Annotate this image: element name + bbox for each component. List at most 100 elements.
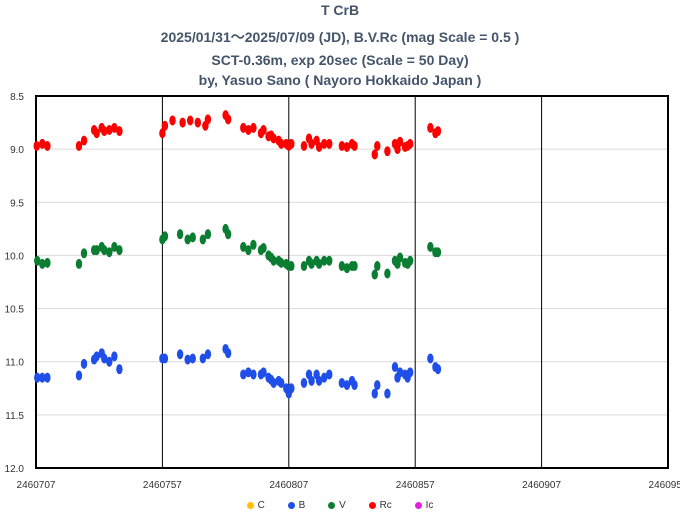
data-point-v	[320, 255, 328, 266]
data-point-b	[308, 375, 315, 386]
plot-frame	[35, 95, 669, 469]
data-point-b	[106, 356, 113, 367]
data-point-v	[39, 258, 46, 269]
y-tick-label: 11.0	[5, 358, 24, 369]
data-point-rc	[179, 117, 186, 128]
data-point-v	[427, 241, 434, 252]
data-point-v	[384, 268, 391, 279]
y-tick-label: 10.0	[5, 251, 25, 262]
data-point-v	[93, 245, 100, 256]
data-point-rc	[300, 140, 308, 151]
data-point-rc	[93, 128, 100, 139]
data-point-b	[374, 380, 381, 391]
data-point-b	[111, 351, 118, 362]
data-point-b	[176, 349, 184, 360]
x-tick-label: 2460857	[396, 480, 435, 491]
data-point-b	[315, 375, 323, 386]
data-point-b	[338, 377, 346, 388]
y-tick-label: 9.5	[10, 198, 24, 209]
legend-item-b: B	[287, 500, 305, 511]
data-point-rc	[434, 126, 442, 137]
legend-marker-v	[328, 501, 336, 509]
data-point-b	[44, 372, 51, 383]
data-point-b	[101, 353, 108, 364]
data-point-b	[343, 380, 351, 391]
x-tick-label: 2460707	[17, 480, 56, 491]
data-point-rc	[33, 140, 40, 151]
data-point-v	[326, 255, 333, 266]
data-point-rc	[169, 115, 176, 126]
legend-marker-rc	[368, 501, 376, 509]
data-point-b	[384, 388, 391, 399]
data-point-b	[75, 370, 83, 381]
x-tick-label: 2460807	[269, 480, 308, 491]
y-tick-label: 11.5	[5, 411, 24, 422]
data-point-rc	[406, 138, 414, 149]
legend-marker-b	[287, 501, 295, 509]
data-point-v	[176, 229, 184, 240]
data-point-v	[116, 245, 123, 256]
data-point-rc	[270, 133, 277, 144]
data-point-b	[240, 369, 247, 380]
data-point-v	[111, 241, 118, 252]
data-point-rc	[161, 120, 169, 131]
data-point-v	[204, 229, 212, 240]
data-point-rc	[308, 138, 315, 149]
data-point-v	[245, 245, 252, 256]
data-point-b	[300, 377, 308, 388]
data-point-rc	[278, 138, 285, 149]
x-tick-label: 2460757	[143, 480, 182, 491]
legend-marker-ic	[414, 501, 422, 509]
data-point-rc	[250, 122, 257, 133]
data-point-v	[161, 231, 169, 242]
data-point-b	[204, 349, 212, 360]
data-point-v	[101, 245, 108, 256]
data-point-b	[288, 383, 295, 394]
data-point-v	[308, 258, 315, 269]
data-point-rc	[224, 114, 232, 125]
chart-title-line-3: SCT-0.36m, exp 20sec (Scale = 50 Day)	[211, 52, 469, 68]
data-point-rc	[320, 138, 328, 149]
data-point-v	[343, 263, 351, 274]
data-point-rc	[374, 140, 381, 151]
legend-label-ic: Ic	[425, 500, 434, 511]
data-point-v	[106, 247, 113, 258]
y-tick-label: 8.5	[10, 92, 24, 103]
chart-title-line-1: T CrB	[320, 2, 360, 18]
data-point-v	[371, 269, 378, 280]
data-point-rc	[396, 136, 404, 147]
data-point-rc	[106, 125, 113, 136]
data-point-v	[224, 229, 232, 240]
data-point-b	[116, 364, 123, 375]
data-point-b	[406, 367, 414, 378]
legend-item-c: C	[246, 500, 265, 511]
data-point-rc	[187, 115, 194, 126]
data-point-v	[184, 234, 191, 245]
data-point-b	[39, 372, 46, 383]
data-point-b	[224, 348, 232, 359]
data-point-b	[161, 353, 169, 364]
data-point-b	[278, 377, 285, 388]
data-point-rc	[39, 138, 46, 149]
data-point-b	[270, 377, 277, 388]
data-point-v	[278, 257, 285, 268]
data-point-b	[93, 351, 100, 362]
data-point-rc	[371, 149, 378, 160]
data-point-v	[288, 261, 295, 272]
chart-legend: C B V Rc Ic	[0, 500, 680, 511]
data-point-v	[199, 234, 207, 245]
data-point-rc	[343, 142, 351, 153]
legend-item-v: V	[328, 500, 346, 511]
data-point-v	[240, 241, 247, 252]
data-point-b	[427, 353, 434, 364]
y-tick-label: 10.5	[5, 305, 25, 316]
data-point-rc	[351, 140, 358, 151]
data-point-b	[351, 380, 358, 391]
x-tick-label: 2460957	[649, 480, 680, 491]
data-point-v	[260, 242, 267, 253]
data-point-b	[260, 367, 267, 378]
data-point-rc	[315, 142, 323, 153]
data-point-b	[189, 353, 196, 364]
data-point-v	[374, 261, 381, 272]
